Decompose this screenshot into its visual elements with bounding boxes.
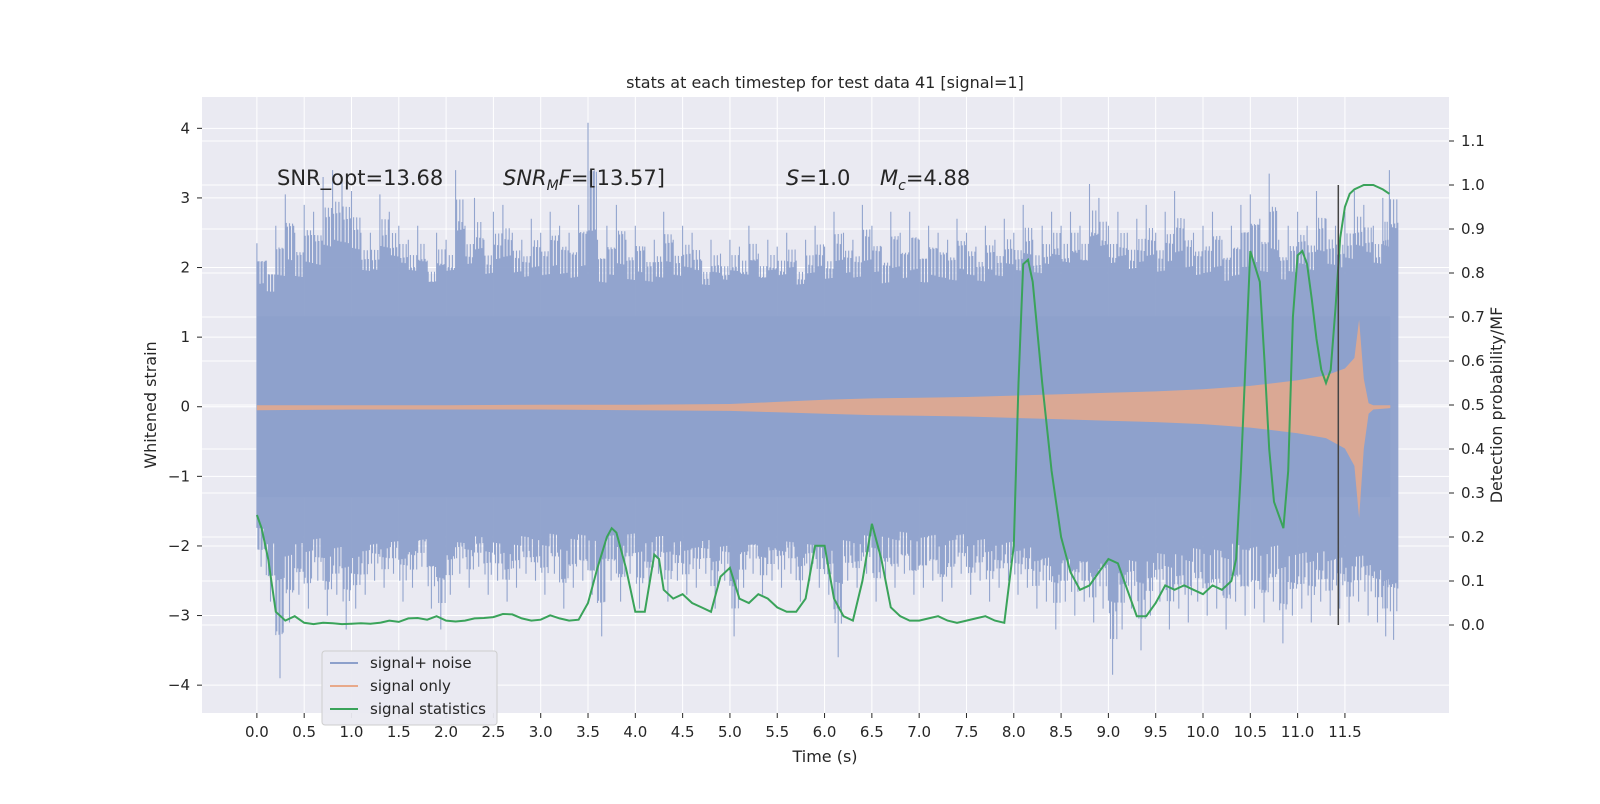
- yl-tick-label-6: −2: [168, 537, 190, 555]
- legend-label-noise: signal+ noise: [370, 654, 472, 672]
- x-tick-label-4: 2.0: [434, 723, 458, 741]
- signal-only-band: [256, 319, 1391, 519]
- annotation-snr-opt: SNR_opt=13.68: [277, 166, 443, 191]
- chart-title: stats at each timestep for test data 41 …: [626, 73, 1024, 92]
- yr-tick-label-3: 0.8: [1461, 264, 1485, 282]
- x-tick-label-18: 9.0: [1096, 723, 1120, 741]
- yl-tick-label-0: 4: [180, 119, 190, 137]
- y-left-axis-ticks: 4 3 2 1 0 −1 −2 −3 −4: [168, 119, 202, 694]
- signal-only-series: [256, 319, 1391, 519]
- x-tick-label-17: 8.5: [1049, 723, 1073, 741]
- yr-tick-label-1: 1.0: [1461, 176, 1485, 194]
- x-tick-label-1: 0.5: [292, 723, 316, 741]
- y-right-axis-label: Detection probability/MF: [1487, 307, 1506, 504]
- yr-tick-label-6: 0.5: [1461, 396, 1485, 414]
- yl-tick-label-2: 2: [180, 259, 190, 277]
- x-tick-label-20: 10.0: [1186, 723, 1219, 741]
- x-tick-label-12: 6.0: [813, 723, 837, 741]
- yl-tick-label-1: 3: [180, 189, 190, 207]
- annotation-snr-mf: SNRMF=[13.57]: [503, 166, 665, 194]
- legend: signal+ noise signal only signal statist…: [321, 650, 498, 726]
- x-tick-label-9: 4.5: [671, 723, 695, 741]
- x-tick-label-8: 4.0: [623, 723, 647, 741]
- x-tick-label-2: 1.0: [340, 723, 364, 741]
- x-tick-label-22: 11.0: [1281, 723, 1314, 741]
- x-tick-label-10: 5.0: [718, 723, 742, 741]
- yr-tick-label-0: 1.1: [1461, 132, 1485, 150]
- yr-tick-label-7: 0.4: [1461, 440, 1485, 458]
- yr-tick-label-8: 0.3: [1461, 484, 1485, 502]
- x-tick-label-5: 2.5: [481, 723, 505, 741]
- legend-label-signal: signal only: [370, 677, 451, 695]
- legend-label-stats: signal statistics: [370, 700, 486, 718]
- x-tick-label-11: 5.5: [765, 723, 789, 741]
- x-tick-label-7: 3.5: [576, 723, 600, 741]
- yr-tick-label-2: 0.9: [1461, 220, 1485, 238]
- x-axis-label: Time (s): [791, 747, 857, 766]
- yl-tick-label-8: −4: [168, 676, 190, 694]
- yl-tick-label-4: 0: [180, 398, 190, 416]
- x-tick-label-13: 6.5: [860, 723, 884, 741]
- x-tick-label-6: 3.0: [529, 723, 553, 741]
- x-tick-label-23: 11.5: [1328, 723, 1361, 741]
- x-tick-label-16: 8.0: [1002, 723, 1026, 741]
- x-axis-ticks: 0.0 0.5 1.0 1.5 2.0 2.5 3.0 3.5 4.0 4.5 5.0 5.5 6.0 6…: [245, 713, 1362, 741]
- x-tick-label-21: 10.5: [1234, 723, 1267, 741]
- yr-tick-label-11: 0.0: [1461, 616, 1485, 634]
- annotation-mc: Mc=4.88: [880, 166, 970, 194]
- y-right-axis-ticks: 1.1 1.0 0.9 0.8 0.7 0.6 0.5 0.4 0.3 0.2 0.1 0.0: [1449, 132, 1485, 634]
- x-tick-label-3: 1.5: [387, 723, 411, 741]
- signal-statistics-series: [255, 184, 1390, 626]
- yr-tick-label-5: 0.6: [1461, 352, 1485, 370]
- x-tick-label-19: 9.5: [1144, 723, 1168, 741]
- y-left-axis-label: Whitened strain: [141, 341, 160, 468]
- yr-tick-label-9: 0.2: [1461, 528, 1485, 546]
- yr-tick-label-10: 0.1: [1461, 572, 1485, 590]
- x-tick-label-14: 7.0: [907, 723, 931, 741]
- legend-box: [321, 650, 498, 726]
- signal-statistics-line: [255, 184, 1390, 626]
- yr-tick-label-4: 0.7: [1461, 308, 1485, 326]
- x-tick-label-0: 0.0: [245, 723, 269, 741]
- yl-tick-label-5: −1: [168, 467, 190, 485]
- x-tick-label-15: 7.5: [955, 723, 979, 741]
- annotation-s: S=1.0: [786, 166, 850, 190]
- yl-tick-label-7: −3: [168, 607, 190, 625]
- yl-tick-label-3: 1: [180, 328, 190, 346]
